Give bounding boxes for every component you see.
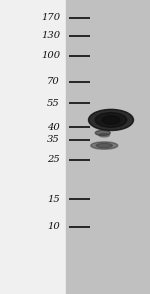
Text: 70: 70 [47, 77, 60, 86]
Text: 40: 40 [47, 123, 60, 131]
Text: 15: 15 [47, 195, 60, 204]
Bar [66, 0, 150, 294]
Text: 55: 55 [47, 99, 60, 108]
Ellipse shape [95, 113, 127, 127]
Ellipse shape [95, 130, 110, 136]
Ellipse shape [102, 116, 120, 124]
Bar [0, 0, 66, 294]
Text: 130: 130 [41, 31, 60, 40]
Text: 100: 100 [41, 51, 60, 60]
Text: 25: 25 [47, 156, 60, 164]
Text: 10: 10 [47, 223, 60, 231]
Ellipse shape [88, 109, 134, 131]
Ellipse shape [99, 133, 110, 137]
Ellipse shape [96, 143, 112, 148]
Text: 170: 170 [41, 13, 60, 22]
Text: 35: 35 [47, 136, 60, 144]
Ellipse shape [91, 142, 118, 149]
